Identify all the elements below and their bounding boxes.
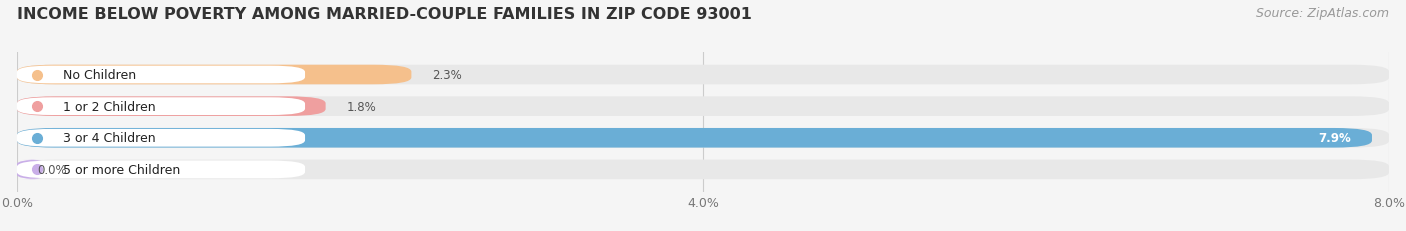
Text: 5 or more Children: 5 or more Children [63,163,180,176]
FancyBboxPatch shape [17,128,1372,148]
FancyBboxPatch shape [17,161,305,179]
Text: Source: ZipAtlas.com: Source: ZipAtlas.com [1256,7,1389,20]
Text: 2.3%: 2.3% [432,69,461,82]
FancyBboxPatch shape [17,97,1389,116]
Text: 3 or 4 Children: 3 or 4 Children [63,132,156,145]
Text: 7.9%: 7.9% [1319,132,1351,145]
FancyBboxPatch shape [17,160,1389,179]
FancyBboxPatch shape [17,98,305,116]
FancyBboxPatch shape [17,66,305,84]
FancyBboxPatch shape [17,160,48,179]
FancyBboxPatch shape [17,97,326,116]
FancyBboxPatch shape [17,65,412,85]
FancyBboxPatch shape [17,65,1389,85]
Text: No Children: No Children [63,69,136,82]
FancyBboxPatch shape [17,129,305,147]
Text: 1 or 2 Children: 1 or 2 Children [63,100,156,113]
FancyBboxPatch shape [17,128,1389,148]
Text: INCOME BELOW POVERTY AMONG MARRIED-COUPLE FAMILIES IN ZIP CODE 93001: INCOME BELOW POVERTY AMONG MARRIED-COUPL… [17,7,752,22]
Text: 0.0%: 0.0% [38,163,67,176]
Text: 1.8%: 1.8% [346,100,375,113]
